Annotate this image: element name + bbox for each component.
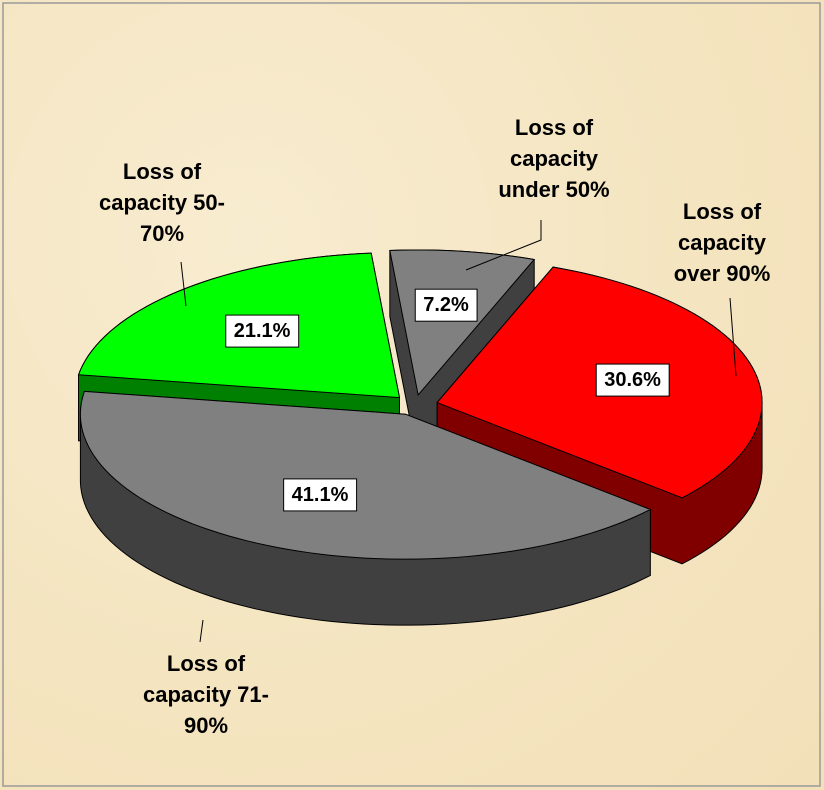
value-label: 7.2% [423, 294, 469, 316]
slice [389, 249, 536, 397]
value-label-box [225, 314, 300, 348]
value-label: 21.1% [234, 320, 291, 342]
category-label: Loss of capacity over 90% [673, 199, 771, 286]
category-label: Loss of capacity 50-70% [99, 159, 225, 246]
leader-line [729, 297, 737, 377]
value-label: 41.1% [292, 484, 349, 506]
category-label: Loss of capacity under 50% [498, 115, 610, 202]
value-label-box [595, 363, 670, 397]
leader-line [465, 220, 542, 271]
leader-line [199, 619, 204, 643]
category-label: Loss of capacity 71-90% [143, 651, 269, 738]
leader-line [180, 261, 187, 307]
value-label: 30.6% [604, 369, 661, 391]
value-label-box [283, 478, 358, 512]
slice [79, 390, 652, 560]
value-label-box [414, 288, 478, 322]
